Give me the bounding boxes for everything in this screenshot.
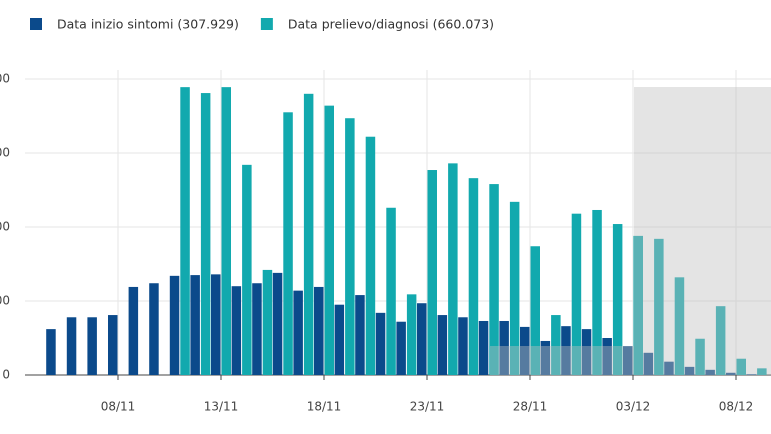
bar xyxy=(726,372,736,375)
bar xyxy=(705,369,715,375)
legend-swatch xyxy=(260,18,273,30)
bar xyxy=(643,352,654,375)
bar xyxy=(355,295,365,375)
x-tick-label: 08/11 xyxy=(101,400,136,414)
bar xyxy=(324,105,334,375)
bar xyxy=(571,213,582,375)
bar xyxy=(623,346,633,375)
bar xyxy=(458,317,468,375)
bar xyxy=(530,246,540,375)
bar xyxy=(551,315,561,375)
bar xyxy=(499,320,509,375)
bar xyxy=(242,164,252,375)
bar xyxy=(365,136,376,375)
bar xyxy=(169,275,180,375)
bar xyxy=(509,201,520,375)
bar xyxy=(128,286,139,375)
bar xyxy=(283,112,293,376)
bar xyxy=(386,207,396,375)
bar xyxy=(561,326,571,375)
bar xyxy=(293,290,303,375)
bar xyxy=(221,87,231,375)
incomplete-zone xyxy=(634,87,771,375)
legend-label: Data inizio sintomi (307.929) xyxy=(57,17,239,32)
bar xyxy=(108,315,118,375)
bar xyxy=(262,269,273,375)
bar xyxy=(746,374,757,375)
bar xyxy=(427,170,437,375)
bar xyxy=(715,306,726,375)
bar xyxy=(520,326,530,375)
y-tick-label: 30.000 xyxy=(0,146,10,160)
bar xyxy=(664,361,674,375)
bar xyxy=(149,283,159,375)
bar xyxy=(592,209,602,375)
bar xyxy=(602,338,612,375)
bar xyxy=(478,320,489,375)
bar xyxy=(695,338,705,375)
bar xyxy=(684,366,695,375)
bar xyxy=(345,118,355,375)
x-tick-label: 18/11 xyxy=(307,400,342,414)
bar xyxy=(654,238,664,375)
bar xyxy=(252,283,262,375)
bar xyxy=(612,224,623,375)
bar xyxy=(231,286,242,375)
bar xyxy=(180,87,190,375)
bar xyxy=(334,304,345,375)
legend-label: Data prelievo/diagnosi (660.073) xyxy=(288,17,494,32)
bar xyxy=(66,317,77,375)
x-tick-label: 08/12 xyxy=(719,400,754,414)
bar xyxy=(46,329,56,375)
bar xyxy=(437,315,448,375)
bar xyxy=(489,184,499,375)
bar xyxy=(272,272,283,375)
x-tick-label: 03/12 xyxy=(616,400,651,414)
bar xyxy=(757,368,767,375)
y-tick-label: 0 xyxy=(2,368,10,382)
legend: Data inizio sintomi (307.929) Data prelie… xyxy=(30,17,494,32)
bar xyxy=(303,93,314,376)
bar xyxy=(674,277,685,375)
bar xyxy=(406,294,417,375)
bar xyxy=(190,275,200,375)
bar xyxy=(468,178,479,375)
bar xyxy=(448,163,458,375)
bar xyxy=(581,329,592,375)
bar xyxy=(375,312,386,375)
bar xyxy=(736,358,746,375)
y-tick-label: 40.000 xyxy=(0,72,10,86)
bar xyxy=(417,303,427,375)
x-tick-label: 23/11 xyxy=(410,400,445,414)
x-tick-label: 13/11 xyxy=(204,400,239,414)
y-tick-label: 10.000 xyxy=(0,294,10,308)
bar xyxy=(211,274,221,375)
bar xyxy=(200,93,211,375)
bar xyxy=(540,340,551,375)
bar xyxy=(314,286,324,375)
bar xyxy=(87,317,97,375)
bar xyxy=(396,321,406,375)
incomplete-zone xyxy=(490,346,634,375)
x-tick-label: 28/11 xyxy=(513,400,548,414)
bar xyxy=(633,235,643,375)
y-tick-label: 20.000 xyxy=(0,220,10,234)
legend-swatch xyxy=(30,18,42,30)
